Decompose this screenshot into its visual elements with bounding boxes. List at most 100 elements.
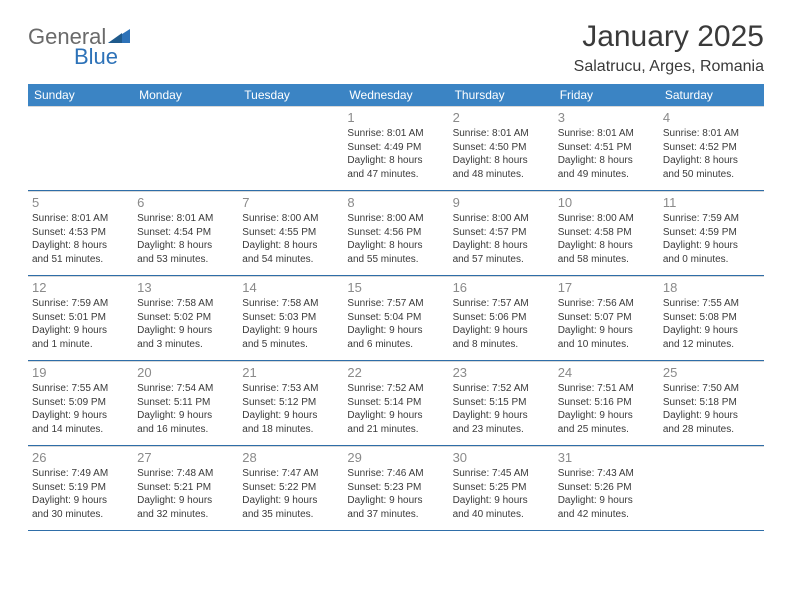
day-number: 15 [347,280,444,295]
weekday-header: Thursday [449,84,554,106]
day-cell: 6Sunrise: 8:01 AMSunset: 4:54 PMDaylight… [133,191,238,275]
day-info-line: Sunrise: 7:54 AM [137,382,234,396]
day-info-line: and 3 minutes. [137,338,234,352]
day-info-line: Sunrise: 7:49 AM [32,467,129,481]
day-cell: 19 Sunrise: 7:55 AMSunset: 5:09 PMDayligh… [28,361,133,445]
day-cell: 9Sunrise: 8:00 AMSunset: 4:57 PMDaylight… [449,191,554,275]
day-cell: 31Sunrise: 7:43 AMSunset: 5:26 PMDayligh… [554,446,659,530]
day-info-line: Daylight: 9 hours [32,494,129,508]
day-info-line: Sunrise: 7:56 AM [558,297,655,311]
day-info-line: Sunset: 4:53 PM [32,226,129,240]
day-info-line: and 28 minutes. [663,423,760,437]
day-cell: 5Sunrise: 8:01 AMSunset: 4:53 PMDaylight… [28,191,133,275]
day-cell: 16Sunrise: 7:57 AMSunset: 5:06 PMDayligh… [449,276,554,360]
day-info-line: Daylight: 9 hours [347,409,444,423]
calendar-page: GeneralBlue January 2025 Salatrucu, Arge… [0,0,792,551]
day-info-line: and 37 minutes. [347,508,444,522]
day-number: 2 [453,110,550,125]
day-cell: 29Sunrise: 7:46 AMSunset: 5:23 PMDayligh… [343,446,448,530]
day-info-line: Daylight: 9 hours [242,494,339,508]
day-info-line: Sunset: 5:11 PM [137,396,234,410]
day-info-line: Daylight: 9 hours [32,409,129,423]
day-cell: 17Sunrise: 7:56 AMSunset: 5:07 PMDayligh… [554,276,659,360]
day-info-line: Daylight: 9 hours [558,494,655,508]
day-info-line: Sunset: 5:08 PM [663,311,760,325]
day-info-line: Sunset: 5:03 PM [242,311,339,325]
day-info-line: Daylight: 9 hours [453,409,550,423]
day-cell: 10Sunrise: 8:00 AMSunset: 4:58 PMDayligh… [554,191,659,275]
day-info-line: Sunset: 4:56 PM [347,226,444,240]
day-info-line: Sunrise: 7:59 AM [32,297,129,311]
day-info-line: and 49 minutes. [558,168,655,182]
week-row: 19Sunrise: 7:55 AMSunset: 5:09 PMDayligh… [28,361,764,446]
day-info-line: and 12 minutes. [663,338,760,352]
day-info-line: Sunset: 5:12 PM [242,396,339,410]
day-info-line: Sunset: 5:21 PM [137,481,234,495]
day-info-line: and 47 minutes. [347,168,444,182]
day-number: 11 [663,195,760,210]
day-number: 5 [32,195,129,210]
day-info-line: Sunrise: 7:46 AM [347,467,444,481]
day-info-line: Sunrise: 8:01 AM [453,127,550,141]
day-info-line: Sunrise: 7:58 AM [137,297,234,311]
day-info-line: and 25 minutes. [558,423,655,437]
day-info-line: Daylight: 8 hours [242,239,339,253]
day-cell: 8Sunrise: 8:00 AMSunset: 4:56 PMDaylight… [343,191,448,275]
day-number: 7 [242,195,339,210]
day-number: 21 [242,365,339,380]
day-info-line: Sunset: 4:51 PM [558,141,655,155]
day-info-line: Sunrise: 7:53 AM [242,382,339,396]
day-info-line: and 51 minutes. [32,253,129,267]
day-info-line: Sunset: 5:15 PM [453,396,550,410]
day-info-line: Daylight: 8 hours [663,154,760,168]
day-cell: 27Sunrise: 7:48 AMSunset: 5:21 PMDayligh… [133,446,238,530]
day-info-line: Sunrise: 7:57 AM [347,297,444,311]
day-info-line: Sunrise: 8:01 AM [558,127,655,141]
day-cell: 11Sunrise: 7:59 AMSunset: 4:59 PMDayligh… [659,191,764,275]
day-info-line: Daylight: 9 hours [663,409,760,423]
day-number: 20 [137,365,234,380]
day-info-line: Daylight: 9 hours [453,494,550,508]
day-cell: 24Sunrise: 7:51 AMSunset: 5:16 PMDayligh… [554,361,659,445]
day-info-line: and 10 minutes. [558,338,655,352]
day-info-line: Sunset: 5:25 PM [453,481,550,495]
day-number: 3 [558,110,655,125]
day-info-line: Sunrise: 7:45 AM [453,467,550,481]
day-info-line: Sunrise: 7:43 AM [558,467,655,481]
day-info-line: Sunrise: 8:00 AM [453,212,550,226]
day-info-line: Sunrise: 7:47 AM [242,467,339,481]
week-row: 1Sunrise: 8:01 AMSunset: 4:49 PMDaylight… [28,106,764,191]
day-cell: 26Sunrise: 7:49 AMSunset: 5:19 PMDayligh… [28,446,133,530]
day-number: 13 [137,280,234,295]
weekday-header: Saturday [659,84,764,106]
day-cell: 28Sunrise: 7:47 AMSunset: 5:22 PMDayligh… [238,446,343,530]
day-info-line: and 23 minutes. [453,423,550,437]
day-number: 19 [32,365,129,380]
day-info-line: Daylight: 9 hours [242,324,339,338]
day-number: 9 [453,195,550,210]
day-number: 31 [558,450,655,465]
day-info-line: Sunset: 4:58 PM [558,226,655,240]
day-info-line: Daylight: 9 hours [663,324,760,338]
day-info-line: Sunrise: 7:55 AM [32,382,129,396]
day-info-line: and 40 minutes. [453,508,550,522]
day-info-line: Daylight: 9 hours [347,494,444,508]
week-row: 26Sunrise: 7:49 AMSunset: 5:19 PMDayligh… [28,446,764,531]
day-info-line: Sunset: 5:23 PM [347,481,444,495]
day-info-line: and 21 minutes. [347,423,444,437]
calendar-grid: SundayMondayTuesdayWednesdayThursdayFrid… [28,84,764,531]
day-info-line: Daylight: 9 hours [663,239,760,253]
day-info-line: Sunset: 5:09 PM [32,396,129,410]
day-info-line: and 53 minutes. [137,253,234,267]
day-info-line: and 58 minutes. [558,253,655,267]
day-info-line: Daylight: 9 hours [453,324,550,338]
day-cell: 1Sunrise: 8:01 AMSunset: 4:49 PMDaylight… [343,106,448,190]
weekday-header-row: SundayMondayTuesdayWednesdayThursdayFrid… [28,84,764,106]
day-number: 18 [663,280,760,295]
day-number: 25 [663,365,760,380]
day-info-line: Daylight: 9 hours [137,409,234,423]
weekday-header: Sunday [28,84,133,106]
day-info-line: and 1 minute. [32,338,129,352]
day-number: 17 [558,280,655,295]
day-cell-empty [659,446,764,530]
